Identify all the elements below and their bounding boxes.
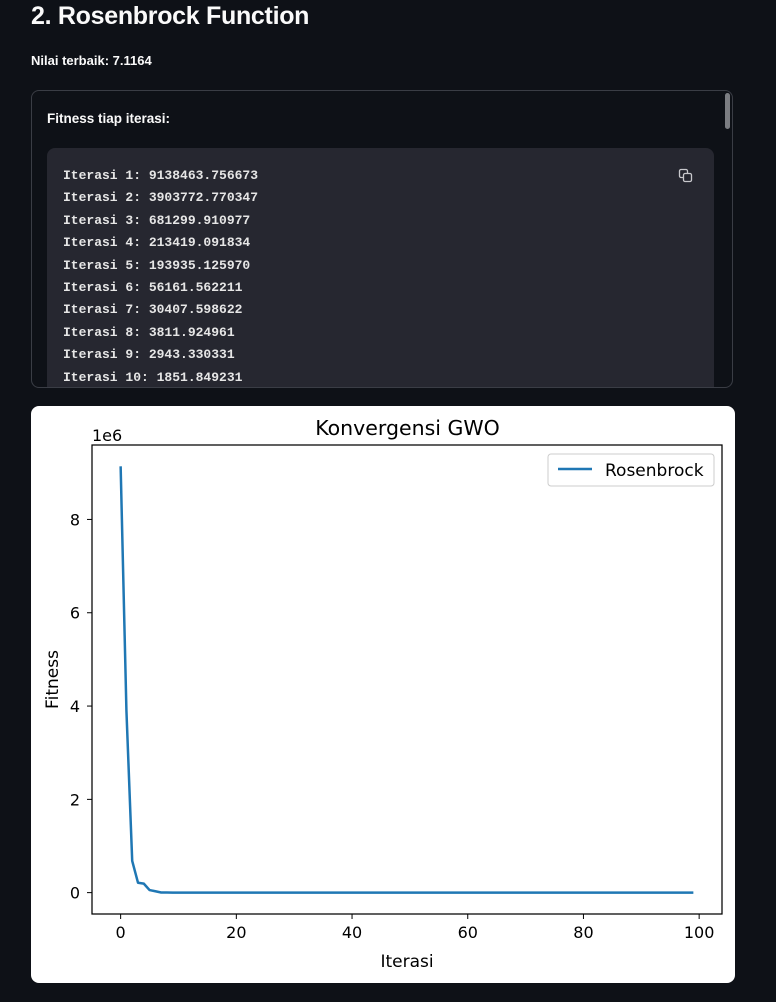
code-line: Iterasi 5: 193935.125970: [63, 257, 251, 273]
copy-icon: [678, 168, 693, 183]
series-line-rosenbrock: [119, 466, 694, 894]
code-line: Iterasi 1: 9138463.756673: [63, 168, 259, 183]
convergence-chart: Konvergensi GWO 1e6 0 20 40 60 80 100 0 2 4 6 8 It…: [31, 406, 735, 983]
legend-label: Rosenbrock: [605, 461, 704, 481]
fitness-lines: Iterasi 1: 9138463.756673 Iterasi 2: 390…: [63, 165, 259, 387]
code-line: Iterasi 9: 2943.330331: [63, 347, 235, 363]
x-tick-label: 100: [684, 923, 715, 942]
code-line: Iterasi 8: 3811.924961: [63, 324, 235, 340]
code-line: Iterasi 6: 56161.562211: [63, 279, 243, 295]
best-value-text: Nilai terbaik: 7.1164: [31, 53, 152, 68]
chart-legend: Rosenbrock: [547, 453, 715, 487]
y-offset-text: 1e6: [92, 426, 122, 445]
expander-label: Fitness tiap iterasi:: [47, 111, 171, 126]
code-line: Iterasi 4: 213419.091834: [63, 235, 251, 251]
code-line: Iterasi 3: 681299.910977: [63, 212, 251, 228]
y-axis-label: Fitness: [43, 650, 63, 709]
x-tick-label: 0: [116, 923, 126, 942]
chart-title: Konvergensi GWO: [315, 416, 500, 440]
y-tick-label: 4: [70, 697, 80, 716]
code-line: Iterasi 2: 3903772.770347: [63, 190, 259, 206]
code-line: Iterasi 10: 1851.849231: [63, 369, 243, 385]
x-tick-label: 60: [458, 923, 478, 942]
y-tick-label: 6: [70, 604, 80, 623]
x-tick-label: 40: [342, 923, 362, 942]
ticks-layer: 0 20 40 60 80 100 0 2 4 6 8: [70, 510, 715, 942]
code-line: Iterasi 7: 30407.598622: [63, 302, 243, 318]
lines-layer: [119, 466, 694, 894]
x-axis-label: Iterasi: [380, 952, 433, 972]
fitness-code-block: Iterasi 1: 9138463.756673 Iterasi 2: 390…: [47, 148, 714, 387]
fitness-expander[interactable]: Fitness tiap iterasi: Iterasi 1: 9138463…: [31, 90, 733, 388]
y-tick-label: 8: [70, 510, 80, 529]
chart-svg: Konvergensi GWO 1e6 0 20 40 60 80 100 0 2 4 6 8 It…: [43, 416, 723, 972]
x-tick-label: 20: [226, 923, 246, 942]
section-title: 2. Rosenbrock Function: [31, 2, 310, 30]
expander-scrollbar[interactable]: [725, 93, 730, 129]
axes-frame: [91, 444, 723, 915]
y-tick-label: 0: [70, 884, 80, 903]
y-tick-label: 2: [70, 790, 80, 809]
copy-button[interactable]: [677, 167, 695, 185]
x-tick-label: 80: [573, 923, 593, 942]
